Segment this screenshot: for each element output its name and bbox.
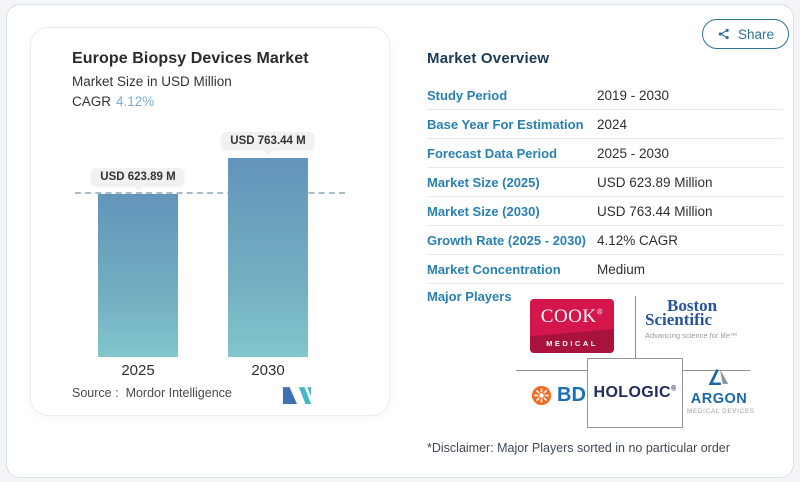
bar-value-label-2025: USD 623.89 M bbox=[91, 168, 185, 186]
cook-wordmark: COOK® bbox=[540, 306, 604, 327]
hologic-logo: HOLOGIC® bbox=[587, 358, 683, 428]
argon-wordmark: ARGON bbox=[690, 391, 748, 407]
table-row: Forecast Data Period 2025 - 2030 bbox=[427, 139, 783, 168]
row-value: 4.12% CAGR bbox=[597, 232, 679, 248]
mordor-intelligence-logo-icon bbox=[282, 386, 312, 410]
x-axis-label-2025: 2025 bbox=[121, 362, 155, 379]
players-horizontal-divider-left bbox=[516, 370, 587, 371]
source-label: Source : bbox=[72, 386, 119, 400]
table-row: Market Size (2025) USD 623.89 Million bbox=[427, 168, 783, 197]
row-label: Forecast Data Period bbox=[427, 145, 558, 161]
bd-logo: BD bbox=[531, 384, 586, 407]
table-row: Market Concentration Medium bbox=[427, 255, 783, 284]
reference-dashed-line bbox=[75, 192, 345, 194]
table-row: Market Size (2030) USD 763.44 Million bbox=[427, 197, 783, 226]
cook-medical-text: MEDICAL bbox=[546, 339, 598, 348]
overview-table: Study Period 2019 - 2030 Base Year For E… bbox=[427, 81, 783, 284]
row-value: Medium bbox=[597, 261, 646, 277]
boston-wordmark-line2: Scientific bbox=[645, 310, 713, 329]
row-value: USD 763.44 Million bbox=[597, 203, 713, 219]
overview-heading: Market Overview bbox=[427, 50, 550, 67]
cagr-value: 4.12% bbox=[116, 94, 155, 109]
cook-medical-logo: COOK® MEDICAL bbox=[530, 299, 614, 353]
bar-value-label-2030: USD 763.44 M bbox=[221, 132, 315, 150]
share-button-label: Share bbox=[738, 26, 775, 42]
row-label: Market Size (2030) bbox=[427, 203, 540, 219]
boston-scientific-logo: Boston Scientific Advancing science for … bbox=[641, 296, 753, 340]
chart-card bbox=[30, 27, 390, 416]
bar-2025 bbox=[98, 194, 178, 357]
cagr-label: CAGR bbox=[72, 94, 112, 109]
boston-tagline: Advancing science for life™ bbox=[645, 331, 738, 340]
table-row: Base Year For Estimation 2024 bbox=[427, 110, 783, 139]
disclaimer-text: *Disclaimer: Major Players sorted in no … bbox=[427, 441, 730, 455]
chart-source: Source : Mordor Intelligence bbox=[72, 386, 232, 400]
share-button[interactable]: Share bbox=[702, 19, 790, 49]
row-label: Market Concentration bbox=[427, 261, 561, 277]
row-value: USD 623.89 Million bbox=[597, 174, 713, 190]
row-value: 2025 - 2030 bbox=[597, 145, 670, 161]
row-label: Market Size (2025) bbox=[427, 174, 540, 190]
bd-burst-icon bbox=[531, 385, 552, 406]
source-name: Mordor Intelligence bbox=[125, 386, 232, 400]
x-axis-label-2030: 2030 bbox=[251, 362, 285, 379]
bd-wordmark: BD bbox=[557, 384, 586, 406]
row-label: Base Year For Estimation bbox=[427, 116, 584, 132]
share-nodes-icon bbox=[717, 27, 731, 41]
hologic-wordmark: HOLOGIC® bbox=[593, 384, 677, 401]
table-row: Study Period 2019 - 2030 bbox=[427, 81, 783, 110]
row-label: Study Period bbox=[427, 87, 508, 103]
chart-title: Europe Biopsy Devices Market bbox=[72, 50, 309, 67]
row-value: 2024 bbox=[597, 116, 628, 132]
argon-subtext: MEDICAL DEVICES bbox=[687, 408, 755, 415]
table-row: Growth Rate (2025 - 2030) 4.12% CAGR bbox=[427, 226, 783, 255]
row-label: Growth Rate (2025 - 2030) bbox=[427, 232, 586, 248]
players-vertical-divider bbox=[635, 296, 636, 371]
argon-triangle-icon bbox=[707, 368, 731, 389]
row-value: 2019 - 2030 bbox=[597, 87, 670, 103]
chart-cagr: CAGR 4.12% bbox=[72, 94, 154, 109]
major-players-label: Major Players bbox=[427, 289, 512, 304]
boston-wordmark-line1: Boston bbox=[667, 296, 718, 315]
argon-logo: ARGON MEDICAL DEVICES bbox=[687, 368, 755, 415]
bar-2030 bbox=[228, 158, 308, 357]
chart-subtitle: Market Size in USD Million bbox=[72, 74, 232, 89]
